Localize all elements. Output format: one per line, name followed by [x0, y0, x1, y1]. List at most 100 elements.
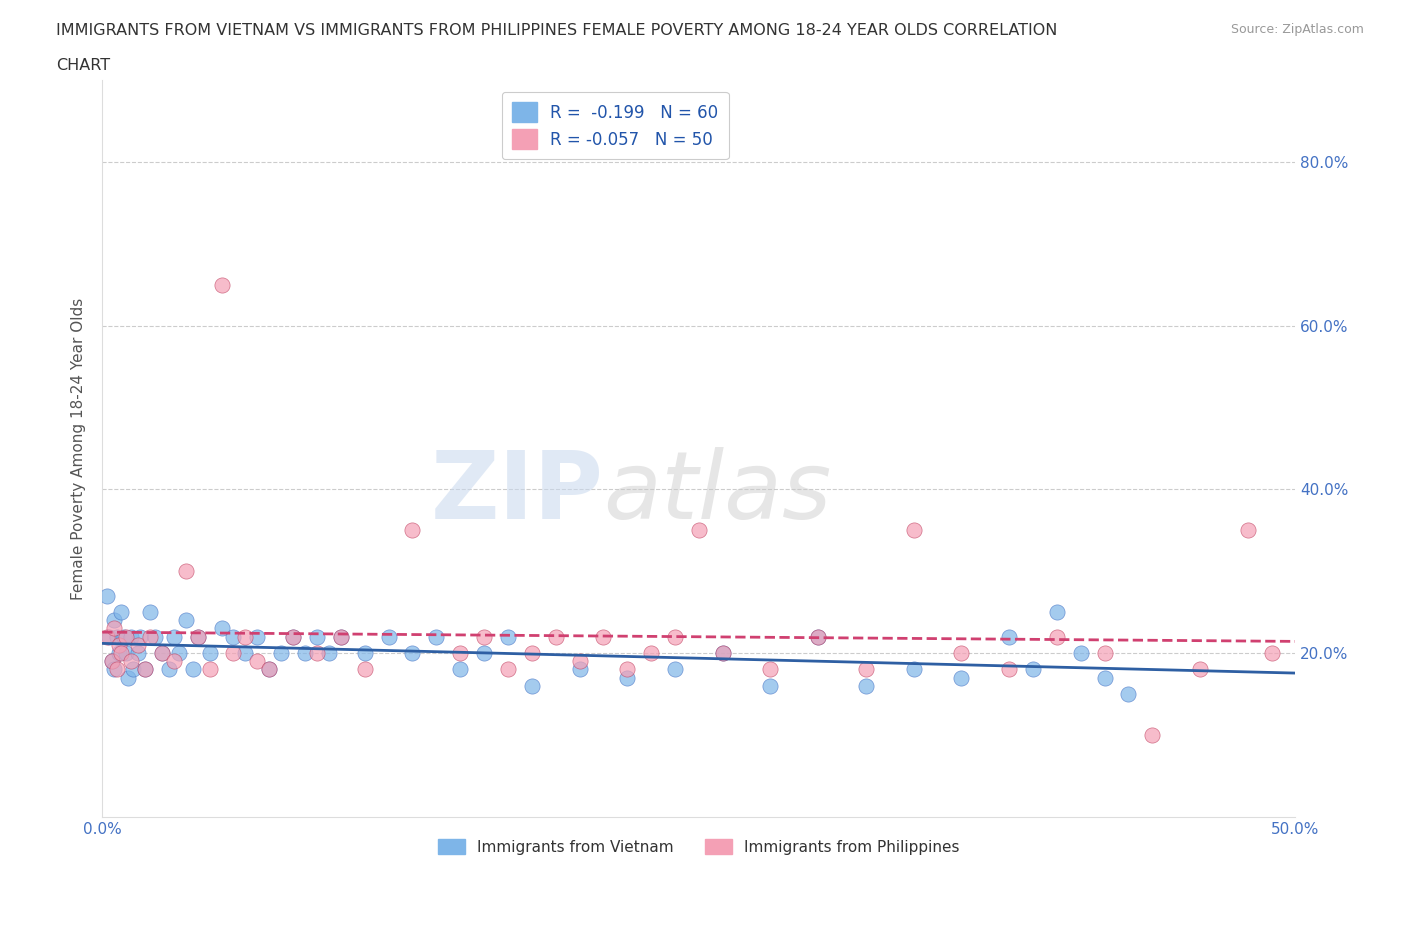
Point	[112, 630, 135, 644]
Point	[1046, 604, 1069, 619]
Point	[1236, 523, 1258, 538]
Point	[120, 630, 142, 644]
Point	[181, 662, 204, 677]
Point	[105, 630, 128, 644]
Point	[998, 630, 1021, 644]
Point	[664, 630, 686, 644]
Point	[110, 645, 132, 660]
Text: CHART: CHART	[56, 58, 110, 73]
Point	[281, 630, 304, 644]
Point	[163, 630, 186, 644]
Point	[235, 645, 257, 660]
Point	[998, 662, 1021, 677]
Point	[401, 523, 423, 538]
Point	[568, 662, 591, 677]
Point	[115, 630, 138, 644]
Point	[544, 630, 567, 644]
Point	[98, 630, 121, 644]
Point	[139, 604, 162, 619]
Point	[134, 662, 156, 677]
Point	[163, 654, 186, 669]
Point	[711, 645, 734, 660]
Point	[127, 645, 149, 660]
Point	[449, 662, 471, 677]
Point	[103, 662, 125, 677]
Point	[1188, 662, 1211, 677]
Point	[472, 630, 495, 644]
Point	[198, 645, 221, 660]
Point	[222, 645, 245, 660]
Point	[100, 654, 122, 669]
Text: Source: ZipAtlas.com: Source: ZipAtlas.com	[1230, 23, 1364, 36]
Point	[270, 645, 292, 660]
Point	[759, 678, 782, 693]
Point	[129, 630, 152, 644]
Point	[1118, 686, 1140, 701]
Point	[903, 662, 925, 677]
Point	[1022, 662, 1045, 677]
Point	[235, 630, 257, 644]
Point	[105, 662, 128, 677]
Point	[401, 645, 423, 660]
Point	[664, 662, 686, 677]
Point	[616, 662, 638, 677]
Point	[143, 630, 166, 644]
Point	[950, 645, 973, 660]
Point	[120, 654, 142, 669]
Point	[1094, 645, 1116, 660]
Point	[122, 662, 145, 677]
Point	[198, 662, 221, 677]
Point	[246, 630, 269, 644]
Y-axis label: Female Poverty Among 18-24 Year Olds: Female Poverty Among 18-24 Year Olds	[72, 298, 86, 600]
Point	[950, 671, 973, 685]
Point	[329, 630, 352, 644]
Point	[807, 630, 830, 644]
Point	[281, 630, 304, 644]
Point	[496, 662, 519, 677]
Point	[496, 630, 519, 644]
Point	[568, 654, 591, 669]
Point	[134, 662, 156, 677]
Point	[592, 630, 614, 644]
Point	[305, 645, 328, 660]
Point	[318, 645, 340, 660]
Point	[115, 645, 138, 660]
Point	[259, 662, 281, 677]
Point	[211, 621, 233, 636]
Point	[1070, 645, 1092, 660]
Point	[167, 645, 190, 660]
Point	[100, 654, 122, 669]
Point	[353, 645, 375, 660]
Point	[688, 523, 710, 538]
Point	[903, 523, 925, 538]
Point	[187, 630, 209, 644]
Text: IMMIGRANTS FROM VIETNAM VS IMMIGRANTS FROM PHILIPPINES FEMALE POVERTY AMONG 18-2: IMMIGRANTS FROM VIETNAM VS IMMIGRANTS FR…	[56, 23, 1057, 38]
Point	[150, 645, 173, 660]
Point	[103, 621, 125, 636]
Point	[377, 630, 399, 644]
Point	[117, 671, 139, 685]
Point	[187, 630, 209, 644]
Point	[127, 637, 149, 652]
Point	[616, 671, 638, 685]
Point	[305, 630, 328, 644]
Point	[1142, 727, 1164, 742]
Point	[246, 654, 269, 669]
Point	[294, 645, 316, 660]
Point	[329, 630, 352, 644]
Point	[259, 662, 281, 677]
Point	[1046, 630, 1069, 644]
Point	[711, 645, 734, 660]
Point	[108, 645, 131, 660]
Point	[139, 630, 162, 644]
Point	[150, 645, 173, 660]
Point	[103, 613, 125, 628]
Legend: Immigrants from Vietnam, Immigrants from Philippines: Immigrants from Vietnam, Immigrants from…	[432, 832, 966, 860]
Point	[472, 645, 495, 660]
Point	[759, 662, 782, 677]
Point	[640, 645, 662, 660]
Text: ZIP: ZIP	[430, 446, 603, 538]
Point	[1260, 645, 1282, 660]
Point	[520, 645, 543, 660]
Point	[110, 604, 132, 619]
